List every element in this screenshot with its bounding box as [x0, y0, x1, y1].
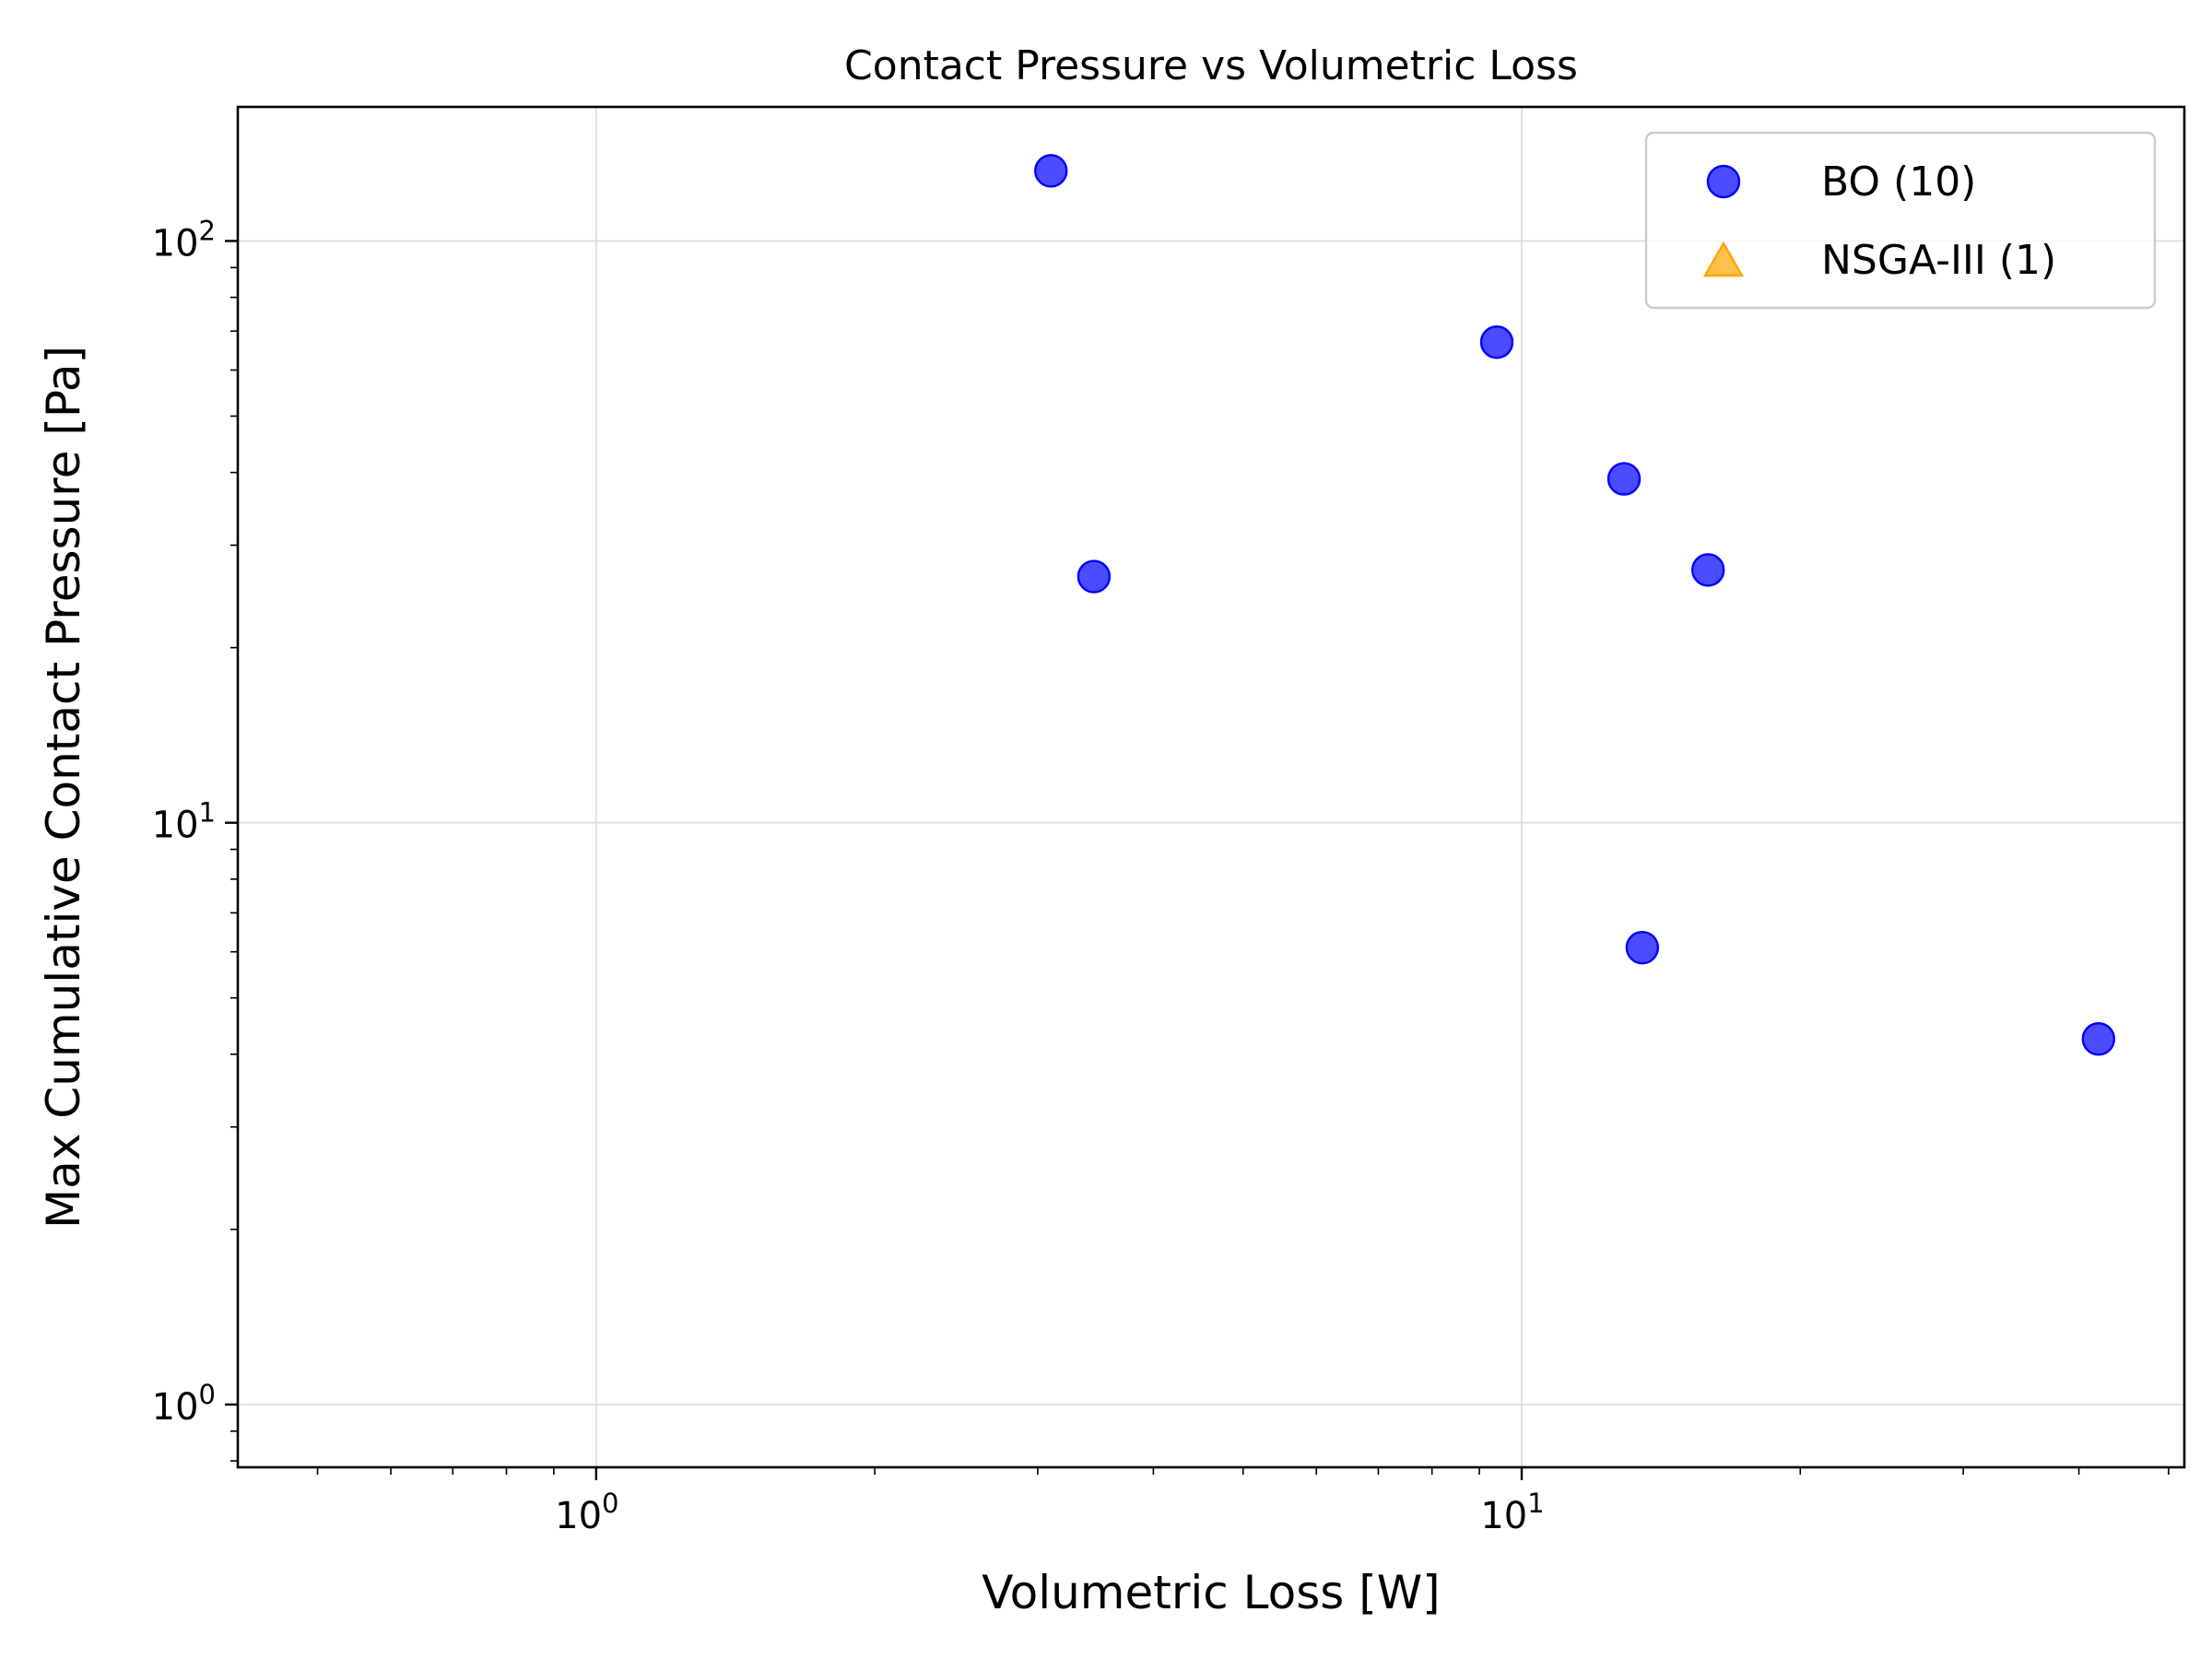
bo-point — [1077, 559, 1112, 594]
chart-title: Contact Pressure vs Volumetric Loss — [844, 42, 1578, 89]
y-axis-label: Max Cumulative Contact Pressure [Pa] — [37, 346, 90, 1229]
y-tick-label-exponent: 1 — [199, 797, 216, 829]
x-tick-label: 101 — [1480, 1488, 1544, 1537]
x-axis-ticks: 100 101 — [316, 1467, 2170, 1537]
data-points — [1034, 154, 2116, 1056]
y-tick-label-base: 10 — [152, 222, 199, 265]
legend-box — [1644, 131, 2157, 310]
y-tick-label: 101 — [152, 797, 216, 847]
bo-point — [1691, 553, 1725, 587]
x-tick-label-base: 10 — [1480, 1495, 1527, 1537]
x-tick-label-exponent: 0 — [602, 1488, 618, 1519]
y-tick-label-exponent: 0 — [199, 1379, 216, 1410]
y-tick-label-base: 10 — [152, 805, 199, 847]
legend-label-bo: BO (10) — [1821, 159, 1976, 206]
y-tick-label: 100 — [152, 1379, 216, 1429]
bo-point — [1606, 462, 1641, 496]
bo-point — [1479, 325, 1514, 359]
legend: BO (10) NSGA-III (1) — [1644, 131, 2157, 310]
x-tick-label: 100 — [555, 1488, 618, 1537]
legend-label-nsga: NSGA-III (1) — [1821, 237, 2056, 284]
y-tick-label-exponent: 2 — [199, 215, 216, 246]
legend-marker-nsga — [1702, 241, 1745, 277]
x-axis-label: Volumetric Loss [W] — [982, 1566, 1440, 1619]
plot-area-frame — [236, 105, 2186, 1469]
bo-point — [1034, 154, 1068, 188]
bo-point — [1625, 930, 1660, 965]
bo-point — [2081, 1022, 2116, 1056]
x-tick-label-exponent: 1 — [1527, 1488, 1544, 1519]
y-tick-label: 102 — [152, 215, 216, 265]
legend-marker-bo — [1706, 164, 1741, 199]
y-tick-label-base: 10 — [152, 1386, 199, 1429]
x-tick-label-base: 10 — [555, 1495, 602, 1537]
